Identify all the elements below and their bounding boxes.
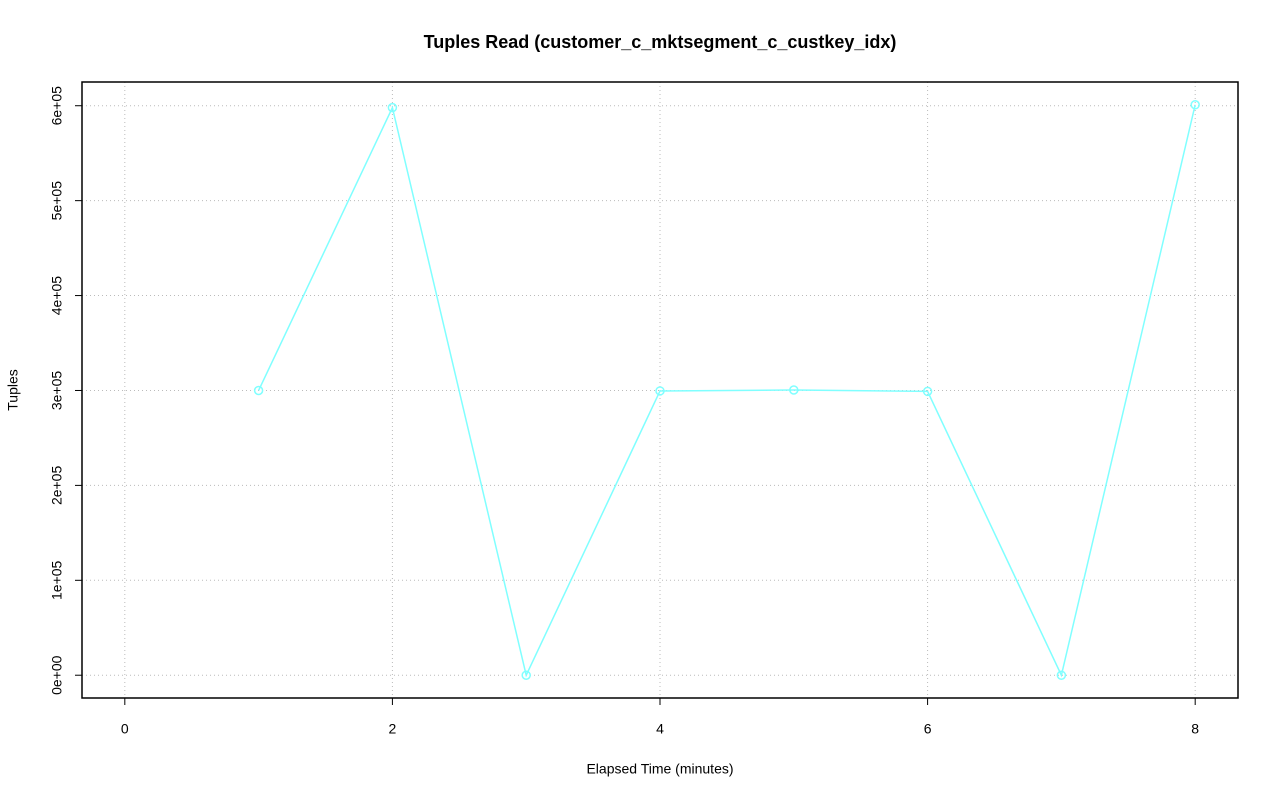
y-tick-label: 6e+05	[49, 86, 65, 126]
data-line	[257, 104, 1196, 678]
data-point	[655, 386, 665, 396]
x-tick-label: 6	[924, 721, 932, 737]
data-point	[922, 386, 933, 397]
plot-frame	[81, 81, 1239, 699]
data-point	[387, 102, 398, 113]
x-tick-label: 2	[389, 721, 397, 737]
y-axis-label: Tuples	[5, 369, 21, 411]
y-tick-label: 2e+05	[49, 466, 65, 506]
y-tick-label: 3e+05	[49, 371, 65, 411]
x-tick-label: 0	[121, 721, 129, 737]
data-point	[1190, 100, 1200, 110]
y-tick-label: 0e+00	[49, 655, 65, 695]
y-tick-label: 5e+05	[49, 181, 65, 221]
y-tick-label: 4e+05	[49, 276, 65, 316]
x-tick-label: 4	[656, 721, 664, 737]
data-point	[789, 385, 799, 395]
data-point	[521, 670, 531, 680]
x-tick-label: 8	[1191, 721, 1199, 737]
data-point	[1056, 670, 1067, 680]
data-point	[253, 385, 264, 396]
chart-title: Tuples Read (customer_c_mktsegment_c_cus…	[424, 32, 897, 52]
x-axis-label: Elapsed Time (minutes)	[586, 761, 733, 777]
y-tick-label: 1e+05	[49, 560, 65, 600]
